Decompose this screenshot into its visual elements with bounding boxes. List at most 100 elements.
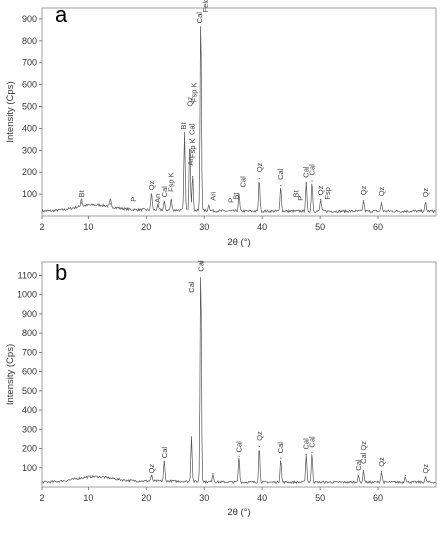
peak-annotation: Qz [316,185,325,195]
diffractogram-trace [41,277,436,485]
peak-point [170,200,172,202]
y-tick-label: 900 [22,309,37,319]
peak-annotation: Cal [308,436,317,448]
peak-annotation: Feld K [201,0,210,12]
peak-point [380,202,383,204]
peak-point [362,470,365,472]
x-tick-label: 60 [373,493,383,503]
peak-annotation: P [129,197,138,202]
x-tick-label: 30 [199,222,209,232]
y-tick-label: 800 [22,36,37,46]
peak-point [192,175,194,178]
peak-annotation: Cal [187,281,196,293]
y-tick-label: 500 [22,386,37,396]
y-tick-label: 400 [22,405,37,415]
peak-point [311,451,313,453]
panel-a-chart: 100 200 300 400 500 600 700 800 900 2 10 20 30 40 50 60… [5,0,437,248]
x-tick-label: 30 [199,493,209,503]
peak-annotation: Bt [232,192,241,200]
peak-point [280,184,282,186]
peak-point [238,193,240,195]
panel-b-chart: 100 200 300 400 500 600 700 800 900 1000 1100 2 10 20… [5,260,437,518]
x-tick-label: 20 [141,222,151,232]
y-tick-label: 700 [22,58,37,68]
peak-point [212,472,214,475]
y-tick-label: 300 [22,145,37,155]
peak-annotation: Cal [188,123,197,135]
peak-annotation: Cal [302,438,311,450]
y-axis-title: Intensity (Cps) [5,81,16,142]
peak-annotation: Cal [160,186,169,198]
peak-annotation: Fsp K [167,172,176,192]
peak-annotation: Qz [255,431,264,441]
peak-point [163,202,165,204]
y-tick-label: 1100 [18,270,37,280]
peak-point [258,446,260,448]
peak-point [280,457,282,459]
peak-annotation: Qz [359,185,368,195]
peak-point [109,203,111,205]
peak-annotation: Bt [77,189,86,197]
x-tick-label: 20 [141,493,151,503]
y-tick-label: 400 [22,123,37,133]
peak-point [380,471,383,473]
peak-annotation: Fsp K [188,138,197,158]
peak-annotation: An [186,156,195,165]
peak-annotation: Cal [239,176,248,188]
peak-annotation: Cal [160,447,169,459]
x-axis-title: 2θ (°) [227,507,250,518]
peak-annotation: Bt [179,121,188,129]
peak-annotation: Qz [421,188,430,198]
peak-point [163,461,165,463]
peak-annotation: Cal Qz [359,441,368,464]
y-tick-label: 700 [22,347,37,357]
peak-annotation: Fsp K [189,83,198,103]
peak-annotation: Cal [302,166,311,178]
y-tick-label: 100 [22,463,37,473]
peak-point [320,198,322,201]
peak-point [424,202,427,204]
peak-point [424,476,427,478]
peak-point [200,13,202,16]
peak-annotation: Qz [255,162,264,172]
y-tick-label: 200 [22,444,37,454]
peak-point [80,202,82,204]
y-tick-label: 900 [22,14,37,24]
peak-point [362,200,365,202]
peak-point [150,475,153,478]
peak-annotation: Qz [377,457,386,467]
peak-point [208,204,210,206]
y-axis-title: Intensity (Cps) [5,344,16,405]
panel-letter: b [55,260,67,285]
y-tick-label: 300 [22,424,37,434]
peak-point [404,474,406,477]
peak-point [190,436,193,438]
plot-frame [41,7,437,217]
peak-annotation: Fsp [323,187,332,200]
peak-point [183,132,186,134]
y-tick-label: 1000 [17,290,37,300]
peak-annotation: Cal [354,459,363,471]
peak-point [258,178,260,180]
y-tick-label: 500 [22,102,37,112]
y-tick-label: 800 [22,328,37,338]
x-tick-label: 10 [83,222,93,232]
panel-letter: a [55,2,68,27]
x-tick-label: 2 [39,222,44,232]
peak-point [357,474,359,477]
peak-point [238,455,240,457]
x-tick-label: 60 [373,222,383,232]
peak-annotation: Cal [196,260,205,272]
peak-point [157,205,159,207]
peak-annotation: Cal [235,441,244,453]
plot-frame [41,261,437,488]
peak-annotation: P [226,198,235,203]
peak-annotation: An [208,192,217,201]
y-tick-label: 100 [22,189,37,199]
peak-annotation: Qz [421,464,430,474]
y-tick-label: 600 [22,367,37,377]
peak-annotation: Qz [377,186,386,196]
x-tick-label: 50 [315,222,325,232]
peak-point [305,453,307,455]
